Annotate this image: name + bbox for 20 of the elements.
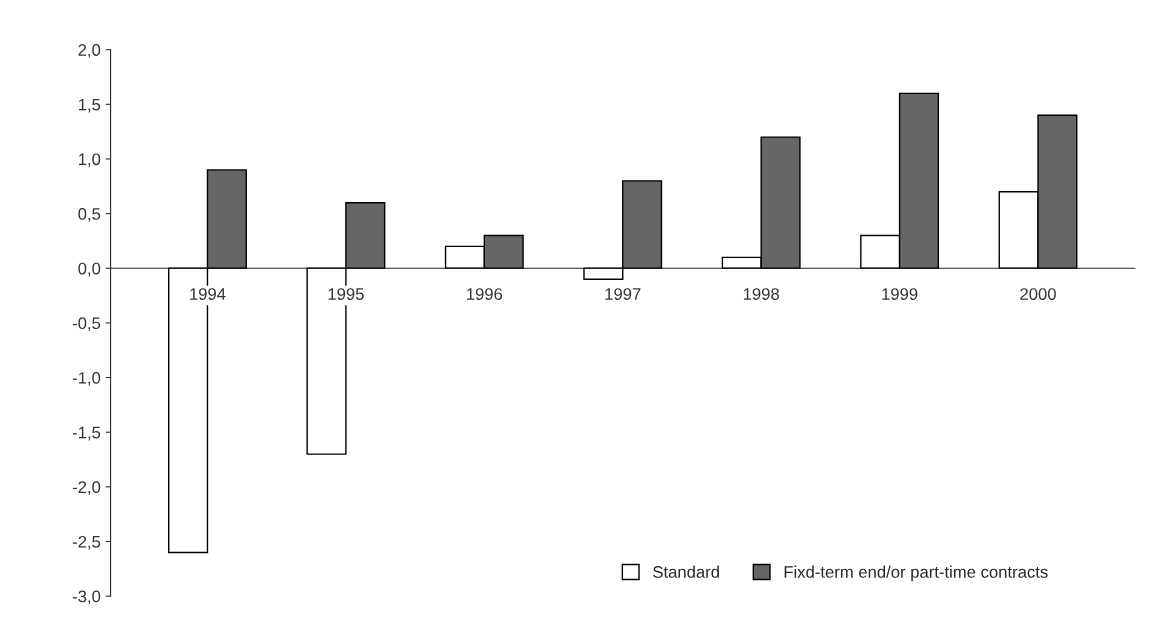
- x-tick-label: 1995: [328, 288, 364, 300]
- legend-label: Fixd-term end/or part-time contracts: [784, 565, 1048, 582]
- legend-label: Standard: [653, 565, 719, 578]
- y-tick-label: 1,0: [78, 153, 101, 168]
- y-tick-label: -1,5: [72, 426, 101, 441]
- y-tick-label: -2,5: [72, 535, 101, 550]
- x-tick-label: 2000: [1020, 288, 1056, 300]
- y-tick-label: 0,0: [78, 262, 101, 277]
- y-tick-label: -3,0: [72, 590, 101, 605]
- y-tick-label: 2,0: [78, 44, 101, 58]
- y-tick-label: -0,5: [72, 317, 101, 332]
- y-tick-label: 1,5: [78, 98, 101, 113]
- x-tick-label: 1998: [743, 288, 779, 300]
- y-tick-label: -1,0: [72, 371, 101, 386]
- y-tick-label: -2,0: [72, 481, 101, 496]
- x-tick-label: 1996: [467, 288, 503, 300]
- x-tick-label: 1997: [605, 288, 641, 300]
- x-tick-label: 1994: [190, 288, 226, 300]
- x-tick-label: 1999: [882, 288, 918, 300]
- y-tick-label: 0,5: [78, 208, 101, 222]
